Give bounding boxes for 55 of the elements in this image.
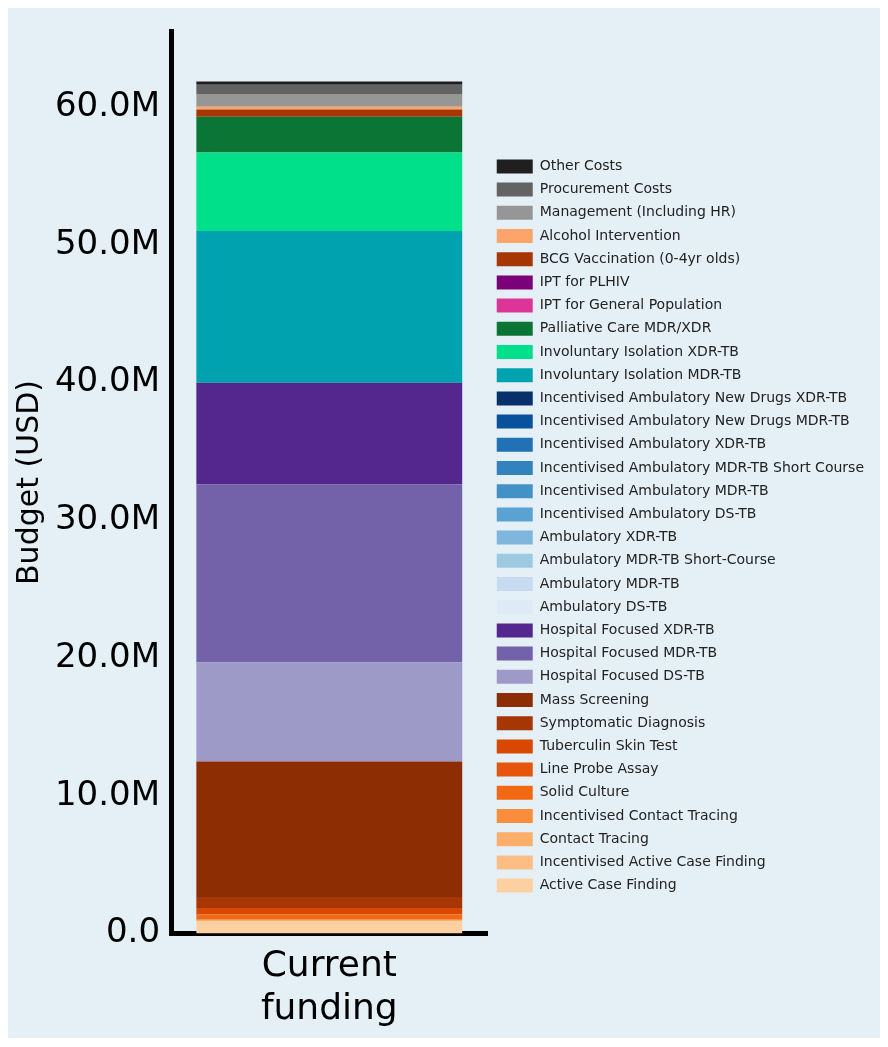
legend-label: Incentivised Ambulatory New Drugs XDR-TB [539,389,848,406]
legend-label: Incentivised Ambulatory DS-TB [539,505,757,522]
y-tick-label: 30.0M [54,497,161,538]
legend-label: Procurement Costs [539,180,673,197]
bar [196,761,463,898]
bar [196,93,463,107]
legend-label: Incentivised Ambulatory MDR-TB [539,481,769,498]
legend-label: Hospital Focused DS-TB [539,667,705,684]
bar [196,908,463,915]
legend-label: Solid Culture [539,783,630,800]
legend-label: Other Costs [539,157,623,174]
legend-label: Incentivised Active Case Finding [539,853,766,870]
legend-label: IPT for PLHIV [539,273,630,290]
legend-label: Involuntary Isolation XDR-TB [539,342,739,359]
legend-label: Management (Including HR) [539,203,737,220]
legend-label: Ambulatory XDR-TB [539,528,678,545]
bar [196,81,463,85]
bar [196,662,463,762]
legend-label: Contact Tracing [539,829,649,846]
y-tick-label: 0.0 [105,910,161,951]
legend-label: Tuberculin Skin Test [538,737,678,754]
y-tick-label: 40.0M [54,359,161,400]
y-tick-label: 50.0M [54,221,161,262]
legend-label: Active Case Finding [539,876,677,893]
x-tick-label: Current funding [260,942,398,1027]
legend-label: Hospital Focused XDR-TB [539,621,715,638]
bar [196,914,463,920]
y-tick-label: 20.0M [54,634,161,675]
legend-label: Involuntary Isolation MDR-TB [539,365,742,382]
legend-label: Incentivised Ambulatory XDR-TB [539,435,767,452]
legend-label: Hospital Focused MDR-TB [539,644,718,661]
y-tick-label: 10.0M [54,772,161,813]
bar [196,897,463,909]
bar [196,484,463,663]
legend-label: Alcohol Intervention [539,226,681,243]
bar [196,231,463,383]
bar [196,116,463,153]
legend-label: Mass Screening [539,690,650,707]
legend-label: Ambulatory DS-TB [539,597,668,614]
legend-label: Palliative Care MDR/XDR [539,319,712,336]
y-axis-title: Budget (USD) [9,380,45,585]
bar [196,84,463,94]
legend-label: BCG Vaccination (0-4yr olds) [539,249,741,266]
legend-label: Incentivised Contact Tracing [539,806,738,823]
bar [196,382,463,485]
bar [196,152,463,232]
legend-label: Incentivised Ambulatory New Drugs MDR-TB [539,412,850,429]
legend-label: Ambulatory MDR-TB [539,574,680,591]
legend-label: Symptomatic Diagnosis [539,713,706,730]
y-tick-label: 60.0M [54,83,161,124]
legend-label: Ambulatory MDR-TB Short-Course [539,551,776,568]
bar [196,109,463,117]
legend-label: Line Probe Assay [539,760,659,777]
legend-label: IPT for General Population [539,296,723,313]
legend-label: Incentivised Ambulatory MDR-TB Short Course [539,458,864,475]
